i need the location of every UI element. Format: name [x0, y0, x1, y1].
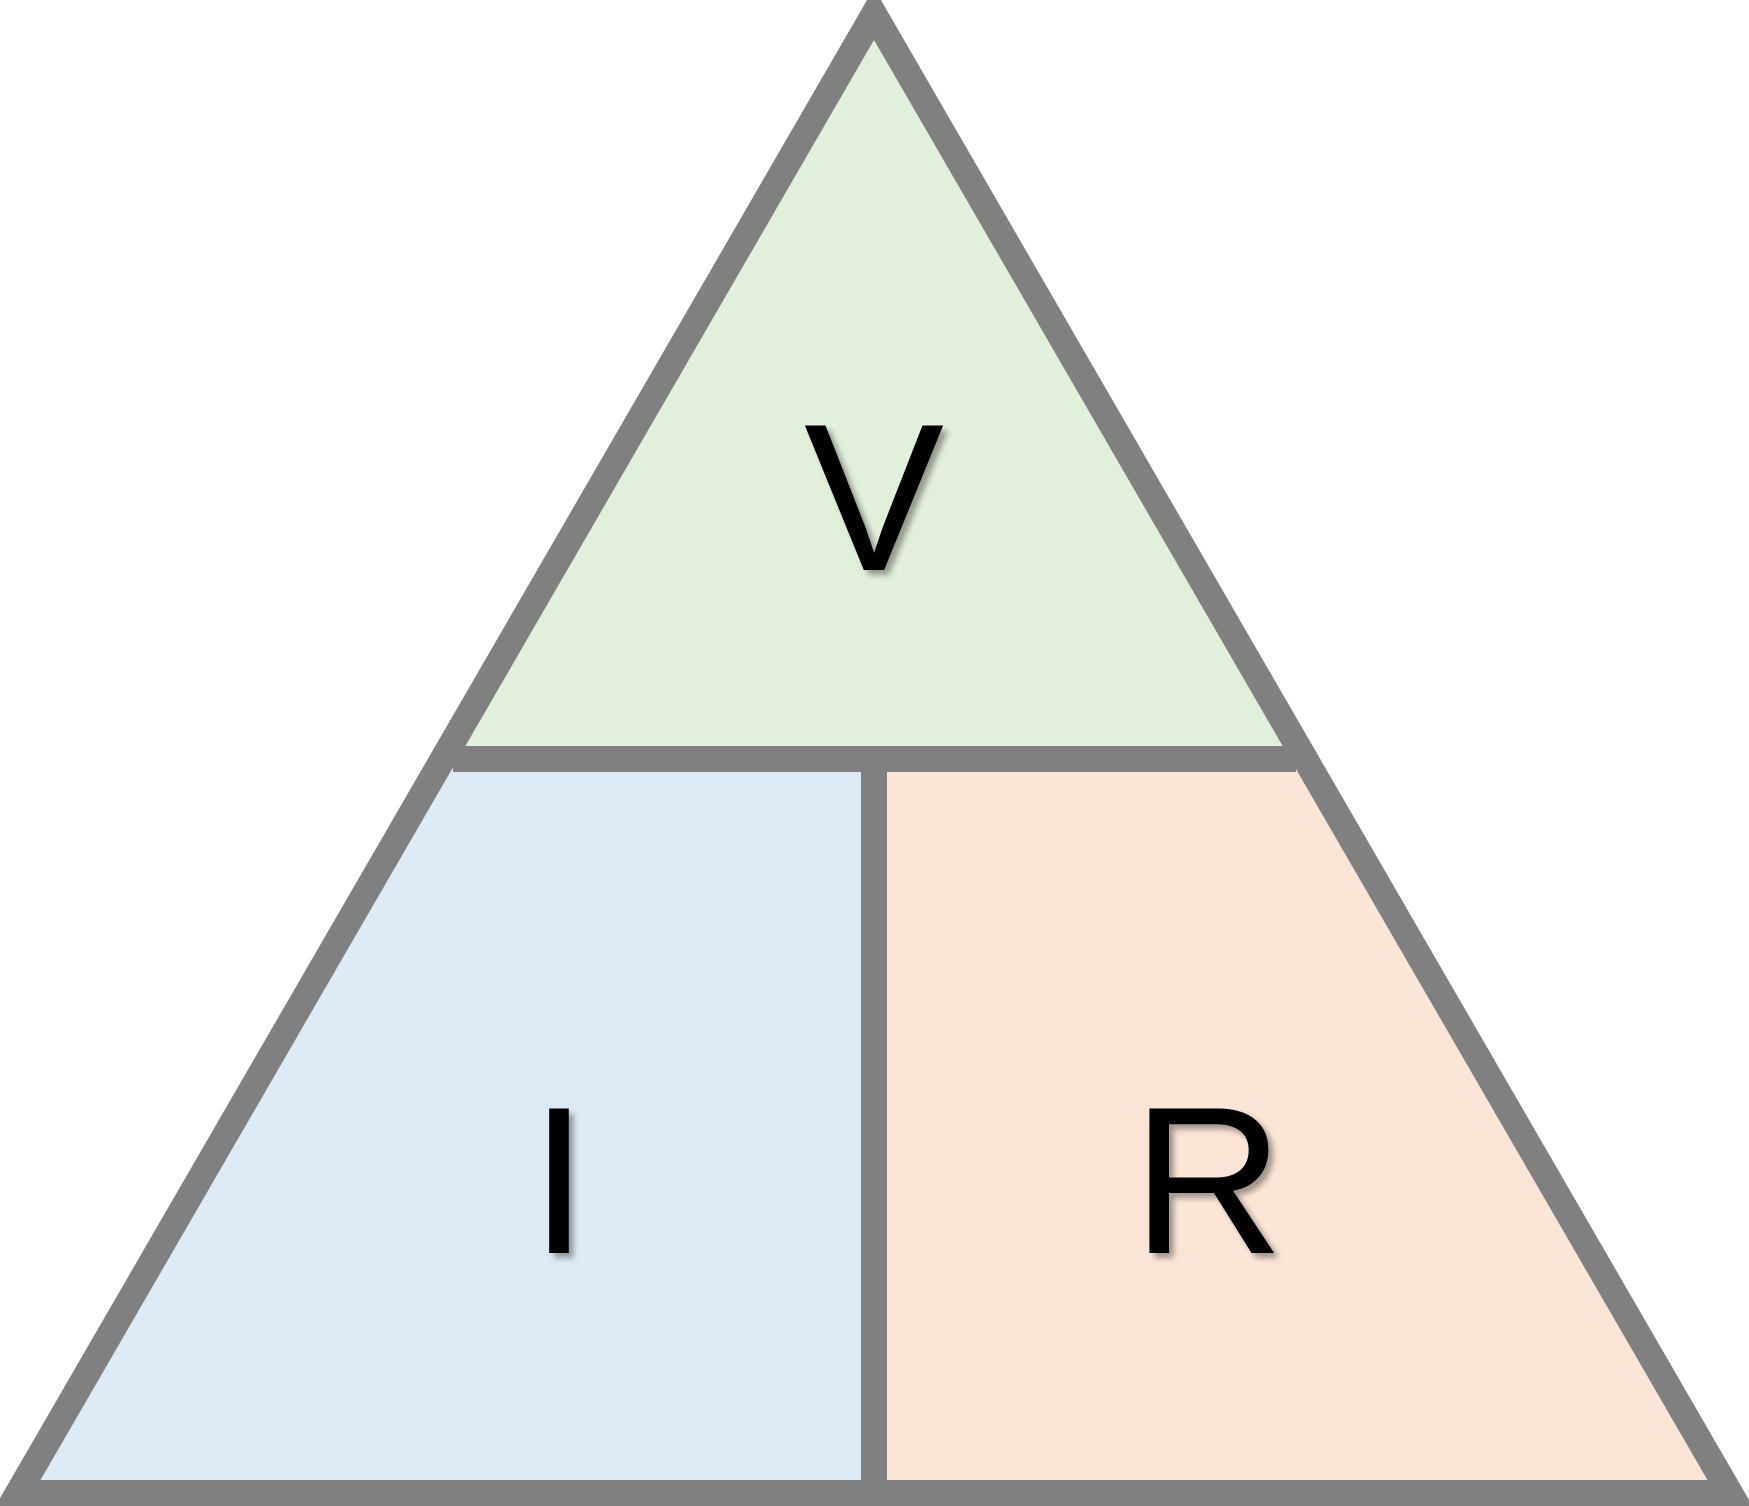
current-label: I: [530, 1063, 588, 1298]
voltage-section: [453, 14, 1296, 759]
resistance-section: [874, 759, 1730, 1493]
resistance-label: R: [1132, 1063, 1284, 1298]
voltage-label: V: [804, 380, 944, 615]
current-section: [18, 759, 874, 1493]
